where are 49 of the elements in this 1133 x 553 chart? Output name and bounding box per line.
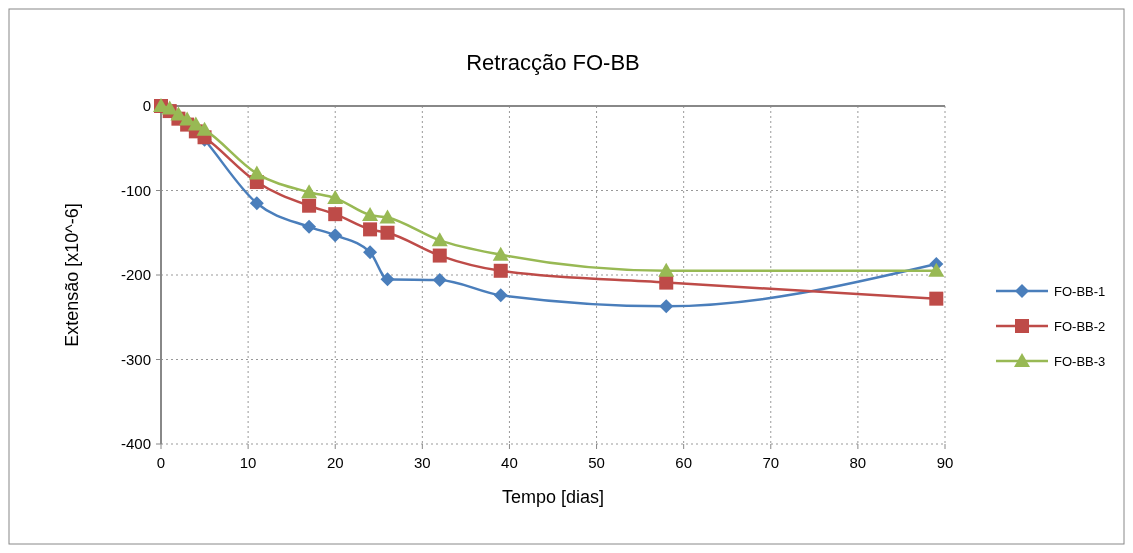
- point: [249, 196, 264, 211]
- point: [379, 209, 396, 224]
- point: [196, 121, 213, 136]
- point: [302, 219, 317, 234]
- legend-label: FO-BB-1: [1054, 284, 1106, 299]
- point: [658, 262, 675, 277]
- chart-title: Retracção FO-BB: [466, 50, 640, 75]
- x-tick-label: 60: [675, 454, 693, 471]
- y-tick-label: -300: [120, 350, 151, 368]
- x-tick-label: 50: [588, 454, 605, 471]
- x-tick-label: 80: [849, 454, 867, 471]
- point: [363, 245, 378, 260]
- point: [362, 207, 379, 222]
- y-tick-label: -200: [120, 266, 151, 283]
- point: [432, 273, 447, 288]
- x-axis-title: Tempo [dias]: [501, 487, 605, 507]
- y-tick-label: -400: [120, 435, 151, 452]
- legend-label: FO-BB-3: [1054, 354, 1106, 369]
- point: [161, 100, 178, 115]
- x-tick-label: 20: [326, 454, 344, 471]
- y-tick-label: -100: [120, 181, 151, 199]
- point: [659, 299, 674, 314]
- y-axis-title: Extensão [x10^-6]: [62, 203, 82, 347]
- point: [327, 190, 344, 205]
- point: [432, 248, 447, 263]
- x-tick-label: 30: [413, 454, 431, 471]
- point: [248, 165, 265, 180]
- point: [301, 184, 318, 199]
- point: [328, 207, 343, 222]
- point: [928, 262, 945, 277]
- point: [431, 232, 448, 247]
- point: [493, 263, 508, 278]
- point: [929, 291, 944, 306]
- x-tick-label: 40: [501, 454, 518, 471]
- point: [380, 272, 395, 287]
- point: [363, 222, 378, 237]
- x-tick-label: 90: [936, 454, 954, 471]
- point: [659, 275, 674, 290]
- point: [493, 288, 508, 303]
- point: [492, 246, 509, 261]
- point: [328, 228, 343, 243]
- y-tick-label: 0: [142, 97, 151, 114]
- point: [187, 116, 204, 131]
- x-tick-label: 10: [239, 454, 257, 471]
- legend-label: FO-BB-2: [1054, 319, 1106, 334]
- x-tick-label: 70: [762, 454, 780, 471]
- point: [380, 225, 395, 240]
- x-tick-label: 0: [156, 454, 166, 471]
- point: [302, 198, 317, 213]
